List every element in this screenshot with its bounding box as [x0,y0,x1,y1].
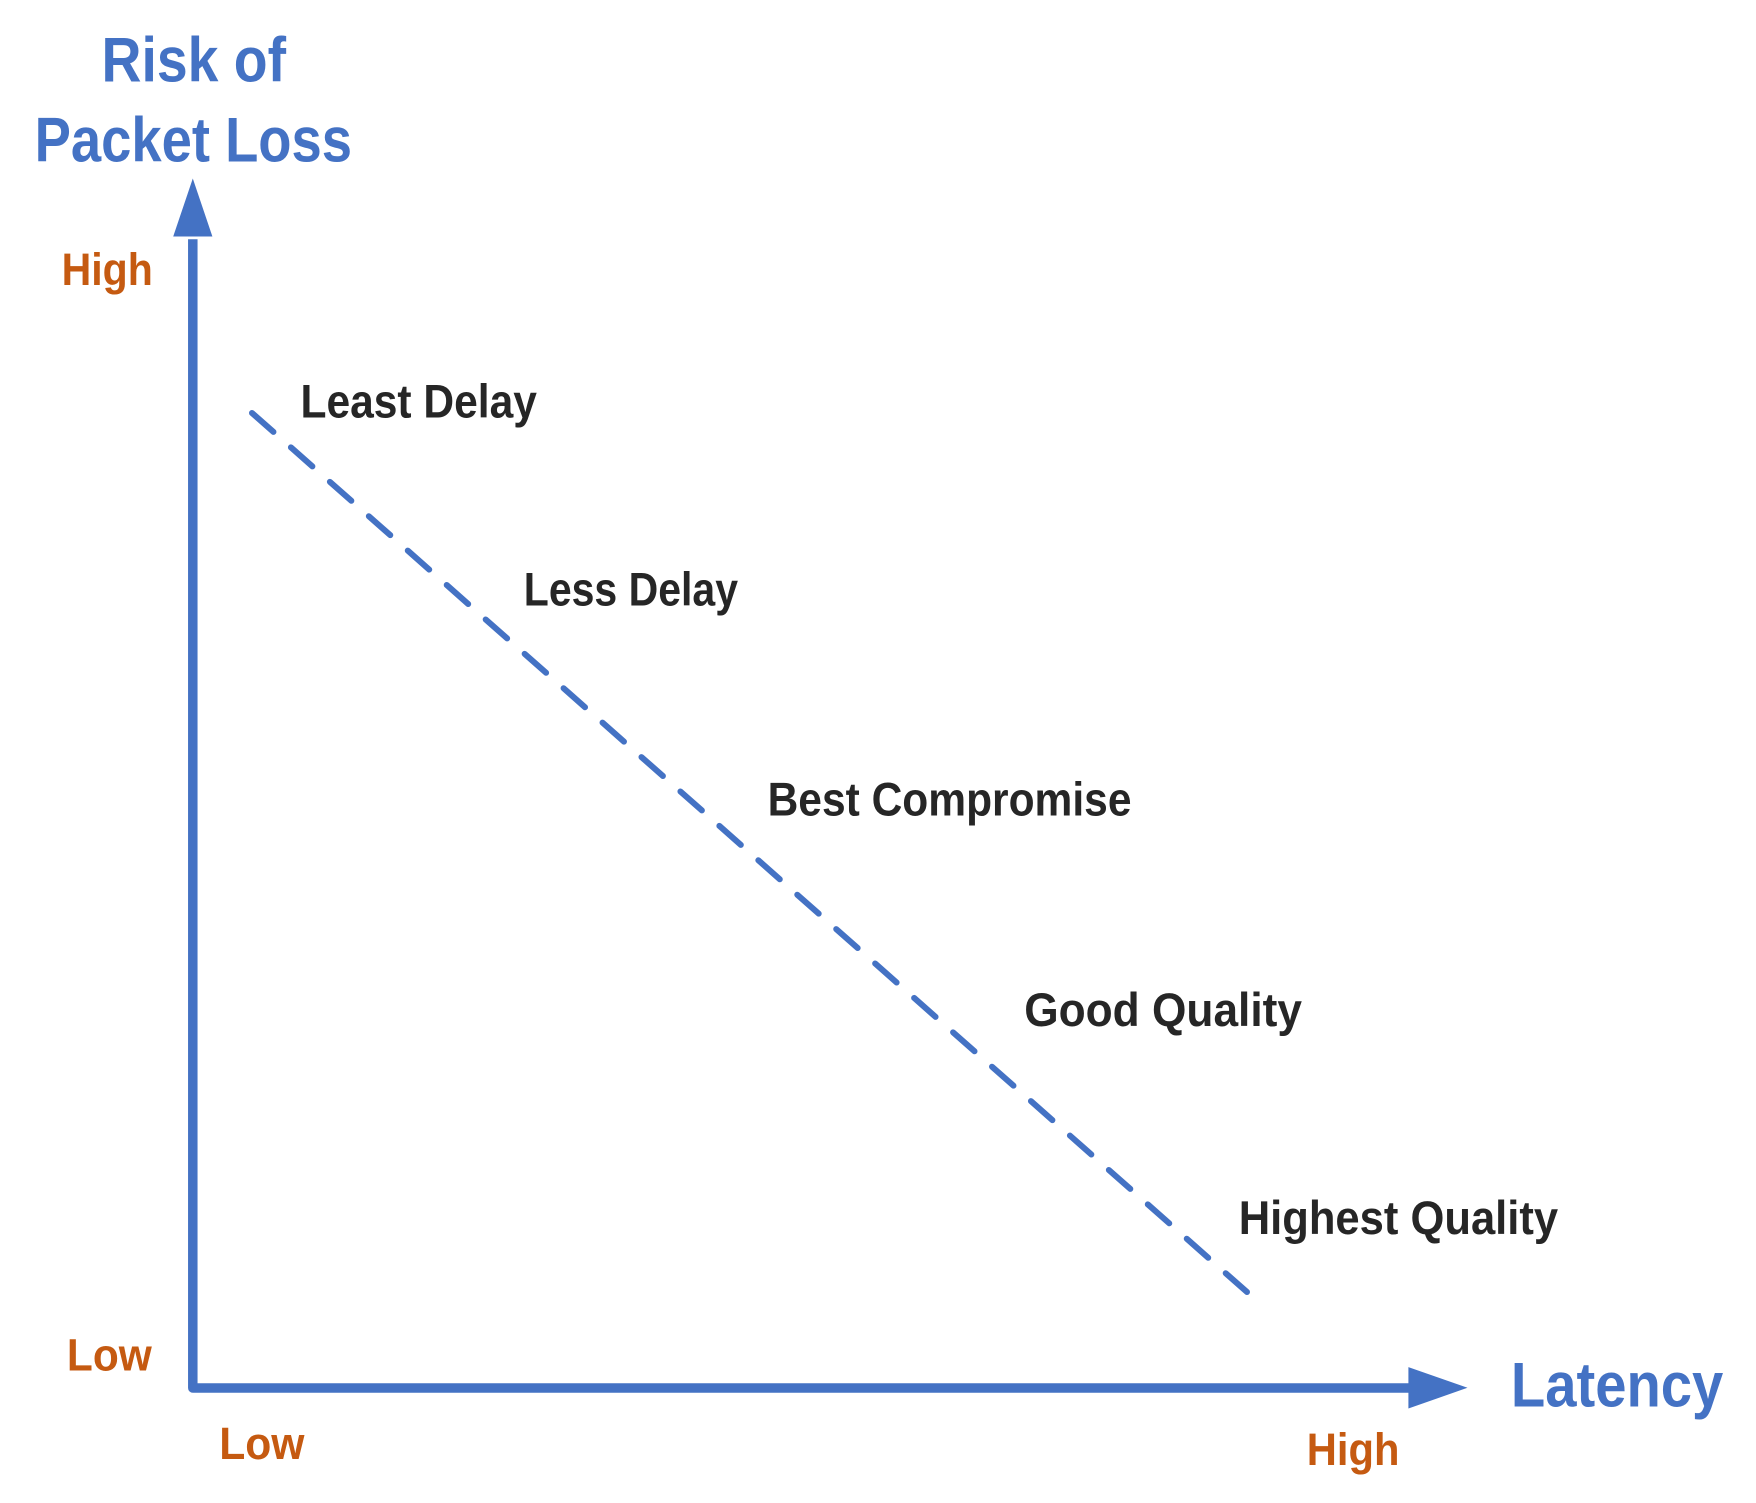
svg-text:Risk of: Risk of [102,25,287,95]
svg-text:Least Delay: Least Delay [301,376,538,429]
svg-text:Less Delay: Less Delay [524,564,739,617]
svg-text:High: High [1307,1424,1400,1475]
svg-text:Latency: Latency [1511,1351,1723,1421]
svg-text:Low: Low [219,1418,305,1469]
svg-text:Low: Low [67,1330,152,1381]
svg-text:Best Compromise: Best Compromise [768,774,1132,827]
svg-text:High: High [62,244,153,295]
svg-text:Good Quality: Good Quality [1024,984,1302,1037]
svg-text:Packet Loss: Packet Loss [35,106,352,176]
svg-text:Highest Quality: Highest Quality [1239,1192,1559,1245]
